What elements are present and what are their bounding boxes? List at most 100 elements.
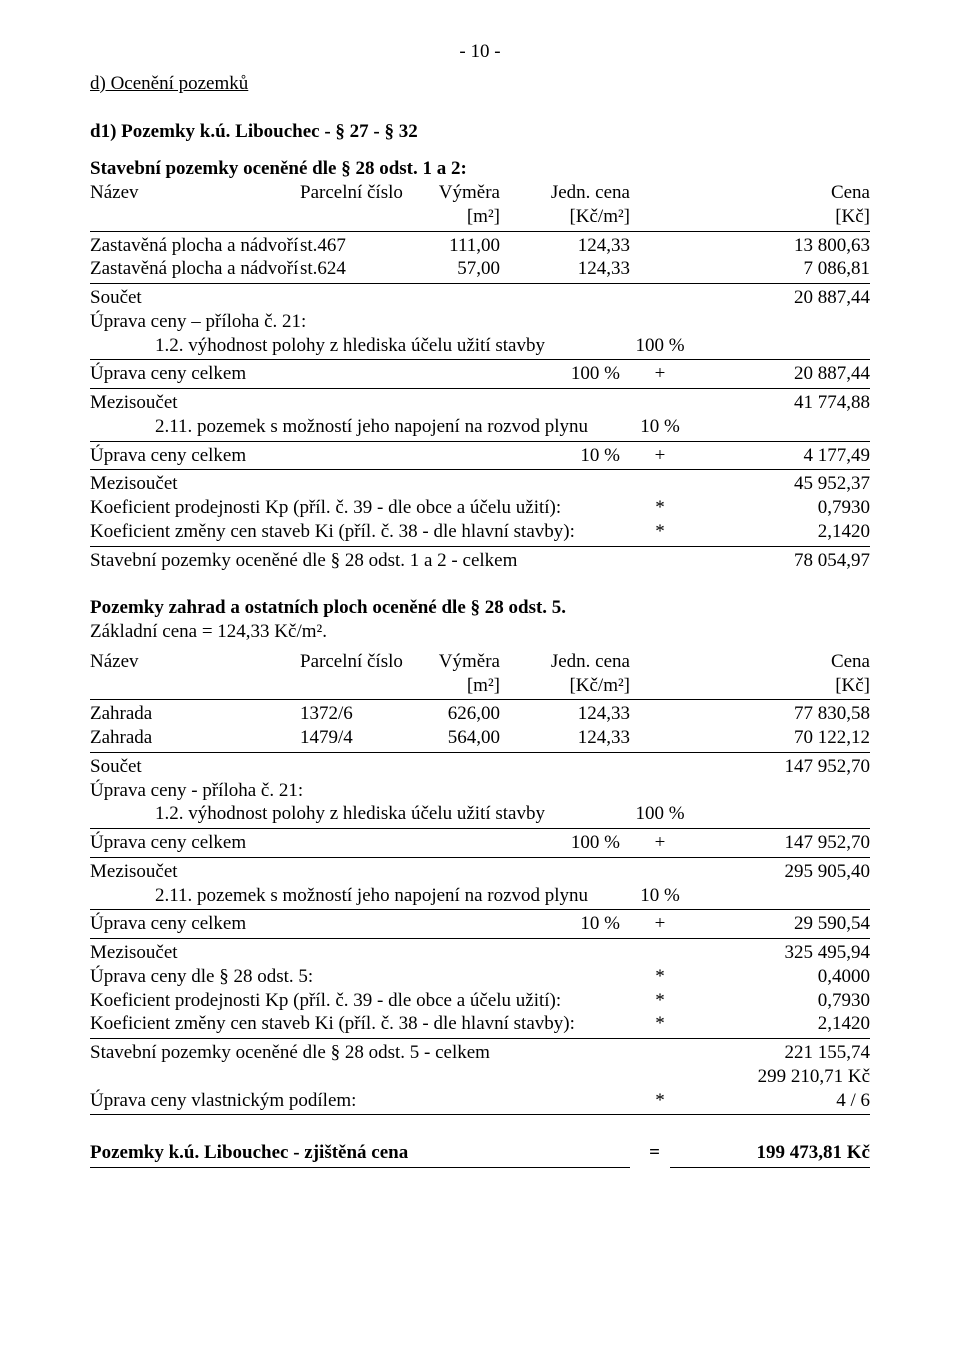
zkp-label: Koeficient prodejnosti Kp (příl. č. 39 -… (90, 989, 620, 1013)
zsc-label: Stavební pozemky oceněné dle § 28 odst. … (90, 1041, 700, 1065)
h-jedn-u: [Kč/m²] (530, 205, 660, 229)
final-value: 199 473,81 Kč (670, 1141, 870, 1168)
t1-vym: 57,00 (430, 257, 530, 281)
h-vymera-u: [m²] (430, 205, 530, 229)
z-vyhodnost-pct: 100 % (620, 802, 700, 826)
z-uprava-celkem2: Úprava ceny celkem 10 % + 29 590,54 (90, 912, 870, 936)
uprava-celkem2: Úprava ceny celkem 10 % + 4 177,49 (90, 444, 870, 468)
uprava-priloha: Úprava ceny – příloha č. 21: (90, 310, 870, 334)
t1-parcel: st.467 (300, 234, 430, 258)
zkp-star: * (620, 989, 700, 1013)
zuc2-val: 29 590,54 (700, 912, 870, 936)
z-vyhodnost-label: 1.2. výhodnost polohy z hlediska účelu u… (90, 802, 620, 826)
plyn-pct: 10 % (620, 415, 700, 439)
z-plyn-pct: 10 % (620, 884, 700, 908)
ms2-val: 45 952,37 (700, 472, 870, 496)
hr (90, 938, 870, 939)
h2-jedn-u: [Kč/m²] (530, 674, 660, 698)
koef-ki: Koeficient změny cen staveb Ki (příl. č.… (90, 520, 870, 544)
ms1-val: 41 774,88 (700, 391, 870, 415)
h-parcel: Parcelní číslo (300, 181, 430, 205)
h-cena-u: [Kč] (660, 205, 870, 229)
sc-label: Stavební pozemky oceněné dle § 28 odst. … (90, 549, 700, 573)
zahrady-zc: Základní cena = 124,33 Kč/m². (90, 620, 870, 644)
vyhodnost-label: 1.2. výhodnost polohy z hlediska účelu u… (90, 334, 620, 358)
z-uprava-celkem1: Úprava ceny celkem 100 % + 147 952,70 (90, 831, 870, 855)
z-plyn-label: 2.11. pozemek s možností jeho napojení n… (90, 884, 620, 908)
t1-jedn: 124,33 (530, 257, 660, 281)
final-eq: = (630, 1141, 670, 1168)
hr (90, 1038, 870, 1039)
h2-jedn: Jedn. cena (530, 650, 660, 674)
zuc1-val: 147 952,70 (700, 831, 870, 855)
h-jedn: Jedn. cena (530, 181, 660, 205)
uc2-plus: + (620, 444, 700, 468)
table2-header-row1: Název Parcelní číslo Výměra Jedn. cena C… (90, 650, 870, 674)
z-koef-kp: Koeficient prodejnosti Kp (příl. č. 39 -… (90, 989, 870, 1013)
z-stavebni-celkem: Stavební pozemky oceněné dle § 28 odst. … (90, 1041, 870, 1065)
uc1-val: 20 887,44 (700, 362, 870, 386)
section-d-title: d) Ocenění pozemků (90, 72, 870, 96)
sc-val: 78 054,97 (700, 549, 870, 573)
page-number: - 10 - (90, 40, 870, 64)
zvl-star: * (620, 1089, 700, 1113)
zkp-val: 0,7930 (700, 989, 870, 1013)
kp-val: 0,7930 (700, 496, 870, 520)
z-soucet-val: 147 952,70 (700, 755, 870, 779)
soucet-line: Součet 20 887,44 (90, 286, 870, 310)
ki-star: * (620, 520, 700, 544)
table2-header-row2: [m²] [Kč/m²] [Kč] (90, 674, 870, 698)
t2-name: Zahrada (90, 702, 300, 726)
z-uprava-priloha: Úprava ceny - příloha č. 21: (90, 779, 870, 803)
t2-vym: 626,00 (430, 702, 530, 726)
hr (90, 909, 870, 910)
mezisoucet2: Mezisoučet 45 952,37 (90, 472, 870, 496)
hr (90, 546, 870, 547)
table2-hr2 (90, 752, 870, 753)
z-soucet-label: Součet (90, 755, 700, 779)
table1-row: Zastavěná plocha a nádvoří st.624 57,00 … (90, 257, 870, 281)
zsc-val: 221 155,74 (700, 1041, 870, 1065)
t1-vym: 111,00 (430, 234, 530, 258)
h-cena: Cena (660, 181, 870, 205)
vyhodnost-line: 1.2. výhodnost polohy z hlediska účelu u… (90, 334, 870, 358)
h-name: Název (90, 181, 300, 205)
soucet-value: 20 887,44 (700, 286, 870, 310)
ms1-label: Mezisoučet (90, 391, 700, 415)
t2-cena: 77 830,58 (660, 702, 870, 726)
table1-row: Zastavěná plocha a nádvoří st.467 111,00… (90, 234, 870, 258)
zms2-label: Mezisoučet (90, 941, 700, 965)
uc2-pct: 10 % (540, 444, 620, 468)
zms1-val: 295 905,40 (700, 860, 870, 884)
z-vyhodnost: 1.2. výhodnost polohy z hlediska účelu u… (90, 802, 870, 826)
h2-cena-u: [Kč] (660, 674, 870, 698)
hr (90, 857, 870, 858)
table2-hr (90, 699, 870, 700)
koef-kp: Koeficient prodejnosti Kp (příl. č. 39 -… (90, 496, 870, 520)
z-soucet: Součet 147 952,70 (90, 755, 870, 779)
zuo5-val: 0,4000 (700, 965, 870, 989)
zki-label: Koeficient změny cen staveb Ki (příl. č.… (90, 1012, 620, 1036)
stavebni-celkem: Stavební pozemky oceněné dle § 28 odst. … (90, 549, 870, 573)
kp-label: Koeficient prodejnosti Kp (příl. č. 39 -… (90, 496, 620, 520)
final-line: Pozemky k.ú. Libouchec - zjištěná cena =… (90, 1141, 870, 1168)
z-uprava-odst5: Úprava ceny dle § 28 odst. 5: * 0,4000 (90, 965, 870, 989)
table2-row: Zahrada 1372/6 626,00 124,33 77 830,58 (90, 702, 870, 726)
hr (90, 828, 870, 829)
hr (90, 359, 870, 360)
zuo5-label: Úprava ceny dle § 28 odst. 5: (90, 965, 620, 989)
z-mezisoucet1: Mezisoučet 295 905,40 (90, 860, 870, 884)
ki-label: Koeficient změny cen staveb Ki (příl. č.… (90, 520, 620, 544)
zahrady-heading: Pozemky zahrad a ostatních ploch oceněné… (90, 596, 870, 620)
ms2-label: Mezisoučet (90, 472, 700, 496)
table1-header-row2: [m²] [Kč/m²] [Kč] (90, 205, 870, 229)
t2-parcel: 1479/4 (300, 726, 430, 750)
zuc1-label: Úprava ceny celkem (90, 831, 540, 855)
t2-cena: 70 122,12 (660, 726, 870, 750)
zms1-label: Mezisoučet (90, 860, 700, 884)
zuc1-plus: + (620, 831, 700, 855)
table2-row: Zahrada 1479/4 564,00 124,33 70 122,12 (90, 726, 870, 750)
document-page: - 10 - d) Ocenění pozemků d1) Pozemky k.… (0, 0, 960, 1372)
table1-header-row1: Název Parcelní číslo Výměra Jedn. cena C… (90, 181, 870, 205)
uc1-label: Úprava ceny celkem (90, 362, 540, 386)
